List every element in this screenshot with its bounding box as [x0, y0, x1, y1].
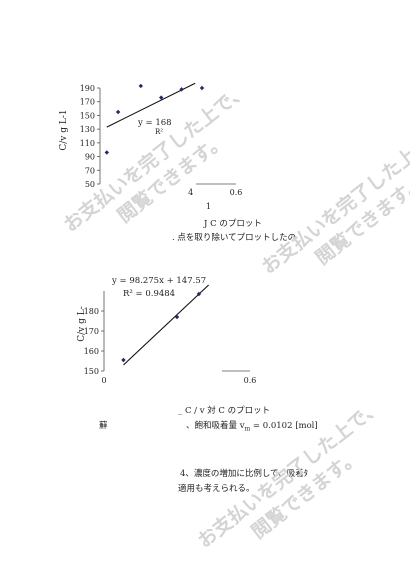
x-tick-label: 0 — [101, 376, 106, 385]
fig2-caption-subscript: m — [244, 425, 251, 433]
fig2-caption-right: 、飽和吸着量 vm = 0.0102 [mol] — [186, 419, 318, 433]
data-point — [104, 150, 109, 155]
data-point — [174, 314, 180, 320]
data-point — [179, 87, 184, 92]
fig2-caption-title: _ C / v 対 C のプロット — [178, 406, 271, 416]
trendline — [106, 82, 196, 128]
fig1-y-axis-label: C/v g L-1 — [59, 109, 69, 150]
body-text-line2: 適用も考えられる。 — [178, 484, 255, 494]
x-tick-label: 0.6 — [230, 188, 243, 197]
y-tick-label: 180 — [84, 307, 99, 316]
fig1-annotation-equation: y = 168 — [137, 118, 172, 128]
y-tick-label: 70 — [85, 166, 95, 175]
y-tick-label: 110 — [80, 139, 95, 148]
y-tick-label: 150 — [84, 367, 99, 376]
figure-1-scatter-plot: 190 170 150 130 110 90 70 50 4 0.6 C/v g L-1 y = … — [59, 82, 243, 211]
data-point — [199, 85, 205, 91]
y-tick-label: 190 — [80, 84, 95, 93]
trendline — [123, 284, 210, 366]
data-point — [115, 109, 121, 115]
x-tick-label: 4 — [188, 188, 193, 197]
fig2-caption-value: = 0.0102 [mol] — [250, 421, 318, 431]
fig1-caption-line2: . 点を取り除いてプロットしたの — [172, 233, 297, 243]
data-point — [121, 357, 126, 363]
y-tick-label: 50 — [85, 180, 95, 189]
data-point — [196, 291, 202, 297]
fig2-y-axis-label: C/v g L- — [77, 306, 87, 342]
fig2-annotation-r2: R² = 0.9484 — [123, 289, 175, 299]
body-text-line1: 4、濃度の増加に比例して、吸着ﾀ — [180, 469, 308, 479]
y-tick-label: 160 — [84, 347, 99, 356]
y-tick-label: 130 — [80, 125, 95, 134]
data-point — [159, 95, 164, 100]
y-tick-label: 170 — [84, 327, 99, 336]
y-tick-label: 150 — [80, 111, 95, 120]
y-tick-label: 90 — [85, 153, 95, 162]
watermark-lower-line2: 閲覧できます。 — [247, 445, 365, 544]
y-tick-label: 170 — [80, 98, 95, 107]
fig2-caption-right-text: 、飽和吸着量 v — [186, 421, 245, 431]
data-point — [138, 83, 143, 89]
fig2-annotation-equation: y = 98.275x + 147.57 — [111, 276, 206, 286]
fig1-annotation-r2: R² — [155, 128, 163, 136]
fig1-below-axis-text: 1 — [206, 202, 211, 211]
fig1-caption-line1: J C のプロット — [204, 219, 262, 229]
x-tick-label: 0.6 — [244, 376, 257, 385]
fig2-caption-left: 蘚 — [99, 421, 108, 431]
